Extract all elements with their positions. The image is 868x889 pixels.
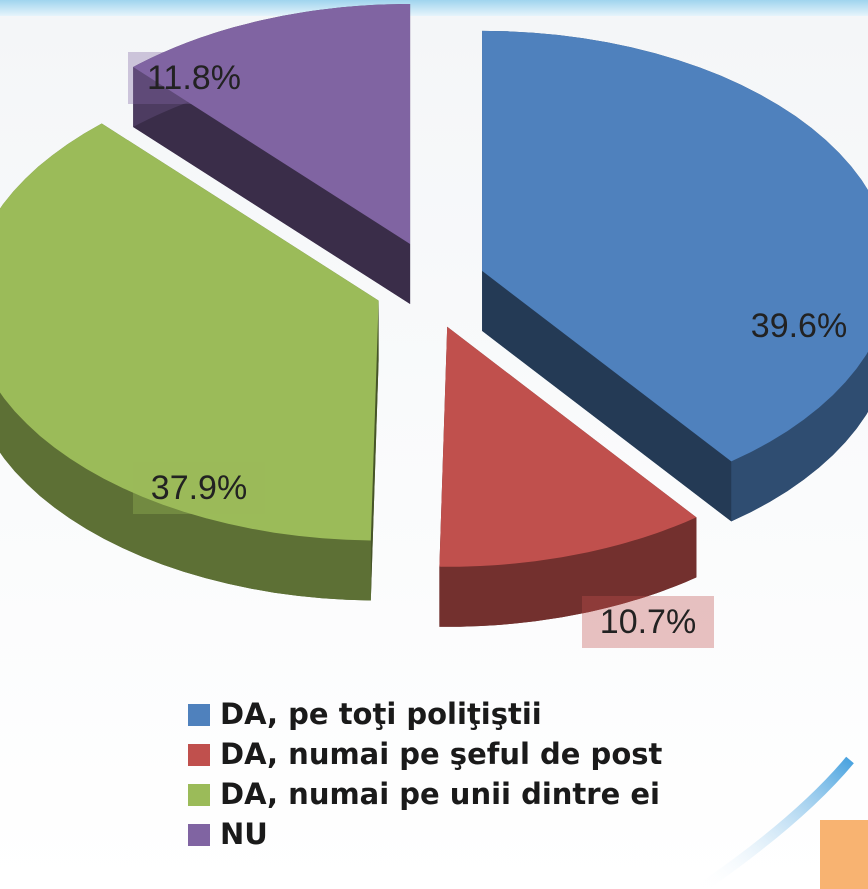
slice [482, 30, 868, 462]
legend-label: DA, numai pe şeful de post [220, 737, 663, 771]
legend-label: DA, pe toţi poliţiştii [220, 697, 542, 731]
slice-side [133, 67, 411, 304]
value-label: 10.7% [600, 603, 696, 641]
legend-swatch [188, 784, 210, 806]
value-label: 39.6% [751, 307, 847, 345]
top-strip [0, 0, 868, 16]
decor-arrow [697, 756, 854, 889]
value-label: 11.8% [147, 59, 241, 97]
decor-bar [820, 820, 868, 889]
value-label-box [133, 462, 265, 514]
slice [0, 123, 379, 601]
legend-swatch [188, 704, 210, 726]
slice [0, 123, 379, 541]
slice [133, 4, 411, 244]
legend-label: NU [220, 817, 268, 851]
value-label: 37.9% [151, 469, 247, 507]
value-label-box [738, 300, 860, 352]
slice [439, 326, 697, 627]
slice-side [482, 270, 732, 522]
slice-side [370, 300, 379, 601]
slice-side [439, 517, 697, 627]
value-label-box [582, 596, 714, 648]
slice [482, 30, 868, 522]
legend-swatch [188, 744, 210, 766]
slice [133, 4, 411, 304]
slice-side [0, 123, 371, 601]
value-label-box [128, 52, 260, 104]
legend-swatch [188, 824, 210, 846]
legend-label: DA, numai pe unii dintre ei [220, 777, 660, 811]
slice [439, 326, 697, 567]
